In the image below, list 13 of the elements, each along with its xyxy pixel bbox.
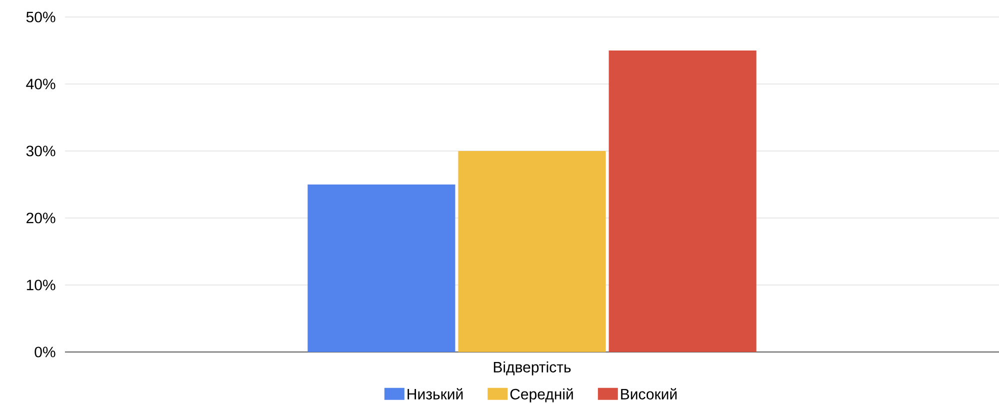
x-tick-label: Відвертість <box>494 361 571 376</box>
y-tick-label: 0% <box>34 346 56 358</box>
legend-label: Низький <box>408 388 463 400</box>
legend-label: Високий <box>621 388 677 400</box>
bar <box>458 151 606 352</box>
y-tick-label: 40% <box>26 78 56 90</box>
y-tick-label: 50% <box>26 12 56 22</box>
y-tick-label: 30% <box>26 146 56 156</box>
legend-label: Середній <box>510 388 573 402</box>
y-tick-label: 20% <box>26 212 56 224</box>
bar <box>608 50 756 352</box>
y-tick-label: 10% <box>26 280 56 290</box>
bar <box>308 184 456 352</box>
